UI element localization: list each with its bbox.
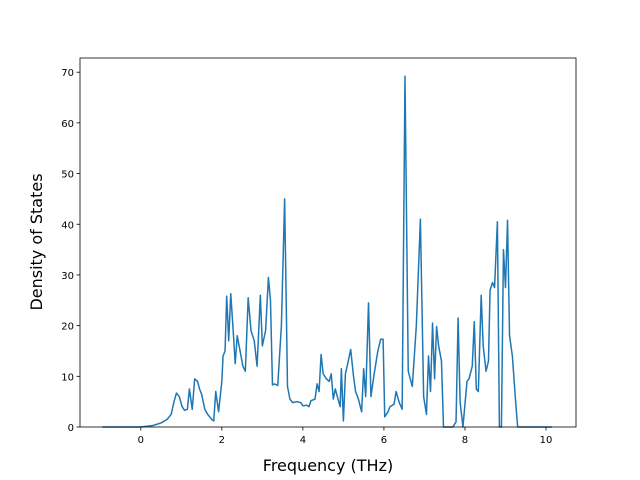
plot-frame [79, 57, 577, 428]
x-tick-label: 10 [540, 435, 553, 446]
y-tick-label: 30 [61, 271, 74, 282]
y-tick-label: 60 [61, 119, 74, 130]
y-tick-label: 50 [61, 170, 74, 181]
x-tick-label: 6 [381, 435, 387, 446]
x-tick-label: 0 [138, 435, 144, 446]
y-tick-label: 70 [61, 68, 74, 79]
y-tick-label: 0 [68, 423, 74, 434]
y-tick-label: 10 [61, 372, 74, 383]
line-series [102, 75, 553, 428]
x-tick-label: 8 [462, 435, 468, 446]
x-axis-label: Frequency (THz) [263, 456, 393, 475]
y-axis-label: Density of States [27, 173, 46, 310]
x-tick-label: 4 [300, 435, 306, 446]
y-tick-label: 40 [61, 220, 74, 231]
y-tick-label: 20 [61, 322, 74, 333]
x-tick-label: 2 [219, 435, 225, 446]
